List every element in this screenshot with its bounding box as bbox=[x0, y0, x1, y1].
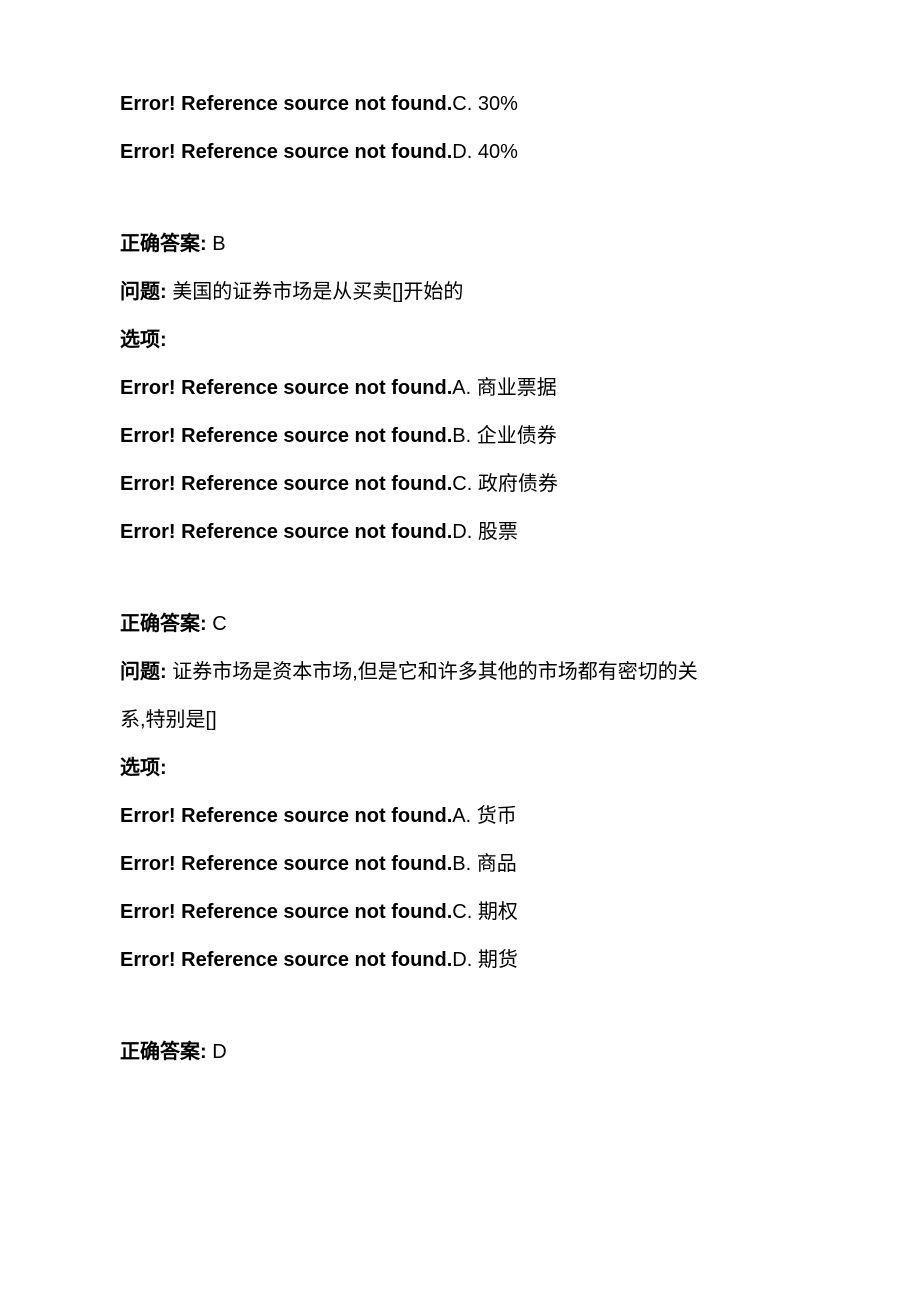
option-b-line: Error! Reference source not found.B. 企业债… bbox=[120, 412, 800, 460]
question-line-1: 问题: 证券市场是资本市场,但是它和许多其他的市场都有密切的关 bbox=[120, 648, 800, 696]
option-c-text: C. 30% bbox=[452, 93, 518, 115]
question-line-2: 系,特别是[] bbox=[120, 696, 800, 744]
question-text: 美国的证券市场是从买卖[]开始的 bbox=[167, 281, 464, 303]
option-a-line: Error! Reference source not found.A. 货币 bbox=[120, 792, 800, 840]
option-c-line: Error! Reference source not found.C. 30% bbox=[120, 80, 800, 128]
option-b-text: B. 企业债券 bbox=[452, 425, 556, 447]
error-prefix: Error! Reference source not found. bbox=[120, 901, 452, 923]
option-b-line: Error! Reference source not found.B. 商品 bbox=[120, 840, 800, 888]
option-d-line: Error! Reference source not found.D. 股票 bbox=[120, 508, 800, 556]
error-prefix: Error! Reference source not found. bbox=[120, 853, 452, 875]
question-label: 问题: bbox=[120, 281, 167, 303]
option-c-text: C. 期权 bbox=[452, 901, 518, 923]
error-prefix: Error! Reference source not found. bbox=[120, 949, 452, 971]
answer-label: 正确答案: bbox=[120, 233, 212, 255]
options-label: 选项: bbox=[120, 316, 800, 364]
error-prefix: Error! Reference source not found. bbox=[120, 805, 452, 827]
spacer bbox=[120, 176, 800, 220]
answer-value: B bbox=[212, 233, 225, 255]
answer-value: D bbox=[212, 1041, 226, 1063]
option-c-line: Error! Reference source not found.C. 政府债… bbox=[120, 460, 800, 508]
answer-line: 正确答案: B bbox=[120, 220, 800, 268]
answer-label: 正确答案: bbox=[120, 613, 212, 635]
answer-line: 正确答案: C bbox=[120, 600, 800, 648]
error-prefix: Error! Reference source not found. bbox=[120, 141, 452, 163]
question-text-1: 证券市场是资本市场,但是它和许多其他的市场都有密切的关 bbox=[167, 661, 698, 683]
question-label: 问题: bbox=[120, 661, 167, 683]
option-c-text: C. 政府债券 bbox=[452, 473, 558, 495]
option-a-line: Error! Reference source not found.A. 商业票… bbox=[120, 364, 800, 412]
option-a-text: A. 商业票据 bbox=[452, 377, 556, 399]
answer-value: C bbox=[212, 613, 226, 635]
error-prefix: Error! Reference source not found. bbox=[120, 473, 452, 495]
option-d-text: D. 股票 bbox=[452, 521, 518, 543]
option-d-text: D. 期货 bbox=[452, 949, 518, 971]
answer-label: 正确答案: bbox=[120, 1041, 212, 1063]
options-label: 选项: bbox=[120, 744, 800, 792]
spacer bbox=[120, 556, 800, 600]
option-c-line: Error! Reference source not found.C. 期权 bbox=[120, 888, 800, 936]
option-d-line: Error! Reference source not found.D. 40% bbox=[120, 128, 800, 176]
spacer bbox=[120, 984, 800, 1028]
error-prefix: Error! Reference source not found. bbox=[120, 521, 452, 543]
option-d-line: Error! Reference source not found.D. 期货 bbox=[120, 936, 800, 984]
option-b-text: B. 商品 bbox=[452, 853, 516, 875]
answer-line: 正确答案: D bbox=[120, 1028, 800, 1076]
question-line: 问题: 美国的证券市场是从买卖[]开始的 bbox=[120, 268, 800, 316]
error-prefix: Error! Reference source not found. bbox=[120, 425, 452, 447]
error-prefix: Error! Reference source not found. bbox=[120, 377, 452, 399]
option-d-text: D. 40% bbox=[452, 141, 518, 163]
error-prefix: Error! Reference source not found. bbox=[120, 93, 452, 115]
option-a-text: A. 货币 bbox=[452, 805, 516, 827]
